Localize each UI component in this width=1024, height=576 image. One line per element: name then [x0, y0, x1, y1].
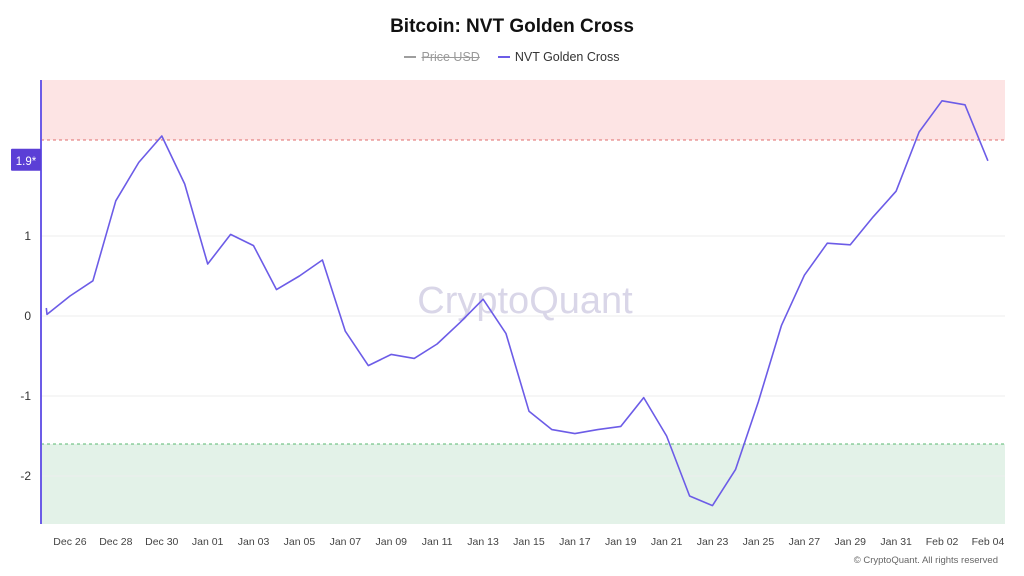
- y-tick-label: -1: [20, 389, 31, 403]
- current-value-badge-bg: [11, 148, 41, 171]
- x-tick-label: Jan 07: [330, 536, 362, 548]
- x-tick-label: Jan 15: [513, 536, 545, 548]
- x-tick-label: Jan 21: [651, 536, 683, 548]
- legend-item-price-usd[interactable]: Price USD: [404, 50, 480, 64]
- x-tick-label: Dec 28: [99, 536, 132, 548]
- current-value-label: 1.9*: [16, 156, 37, 168]
- legend-swatch-price-usd: [404, 56, 417, 58]
- legend-swatch-nvt-golden-cross: [497, 56, 510, 58]
- y-tick-label: 1: [24, 229, 31, 243]
- chart-legend: Price USD NVT Golden Cross: [0, 50, 1024, 64]
- legend-item-nvt-golden-cross[interactable]: NVT Golden Cross: [497, 50, 620, 64]
- x-tick-label: Dec 30: [145, 536, 178, 548]
- x-tick-label: Jan 17: [559, 536, 591, 548]
- x-tick-label: Jan 11: [422, 536, 453, 548]
- series-line-nvt-golden-cross: [45, 100, 989, 507]
- x-tick-label: Feb 02: [926, 536, 959, 548]
- x-tick-label: Jan 27: [789, 536, 821, 548]
- overheated-zone: [41, 80, 1005, 140]
- x-tick-label: Feb 04: [972, 536, 1005, 548]
- copyright-credit: © CryptoQuant. All rights reserved: [853, 555, 998, 566]
- x-tick-label: Jan 13: [467, 536, 499, 548]
- x-tick-label: Jan 09: [375, 536, 407, 548]
- chart-title: Bitcoin: NVT Golden Cross: [390, 16, 634, 37]
- y-tick-label: 0: [24, 309, 31, 323]
- x-tick-label: Jan 19: [605, 536, 637, 548]
- x-tick-label: Jan 31: [880, 536, 912, 548]
- x-tick-label: Jan 25: [743, 536, 775, 548]
- y-tick-label: -2: [20, 469, 31, 483]
- legend-label-nvt-golden-cross: NVT Golden Cross: [514, 50, 620, 64]
- x-tick-label: Dec 26: [53, 536, 86, 548]
- current-value-badge: 1.9*: [11, 148, 41, 171]
- x-tick-label: Jan 29: [834, 536, 866, 548]
- undervalued-zone: [41, 444, 1005, 524]
- x-tick-label: Jan 03: [238, 536, 270, 548]
- x-tick-label: Jan 23: [697, 536, 729, 548]
- x-tick-label: Jan 01: [192, 536, 224, 548]
- x-tick-label: Jan 05: [284, 536, 316, 548]
- legend-label-price-usd: Price USD: [421, 50, 480, 64]
- watermark-text: CryptoQuant: [417, 280, 633, 322]
